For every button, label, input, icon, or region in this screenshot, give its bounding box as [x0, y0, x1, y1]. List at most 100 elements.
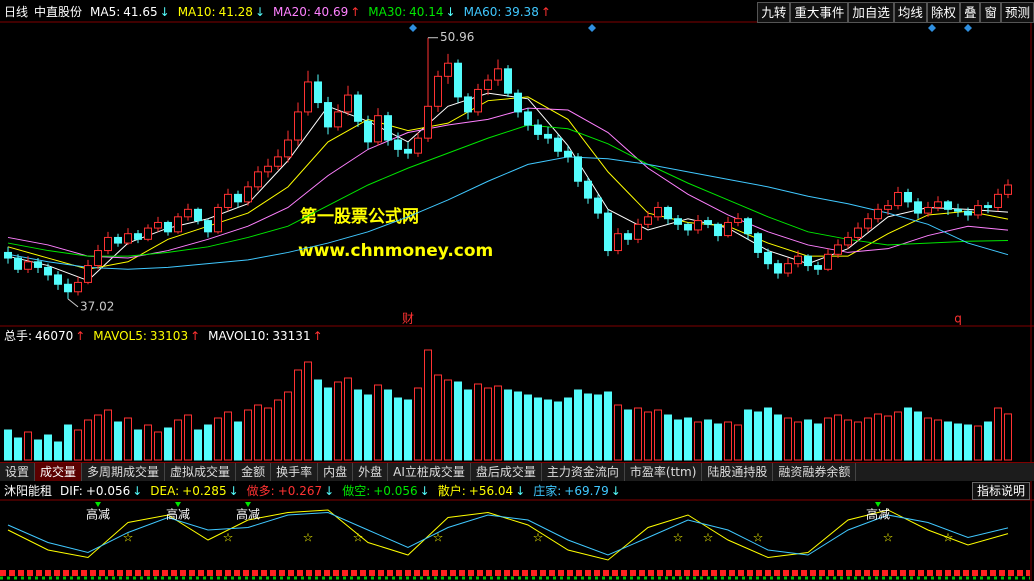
candle-body	[54, 274, 62, 285]
volume-bar	[884, 415, 892, 461]
volume-bar	[984, 421, 992, 461]
candle-body	[934, 201, 942, 208]
tab[interactable]: 设置	[0, 463, 36, 481]
toolbar-button[interactable]: 均线	[893, 2, 927, 23]
volume-bar	[864, 417, 872, 461]
toolbar-button[interactable]: 重大事件	[790, 2, 849, 23]
volume-bar	[94, 414, 102, 461]
candle-body	[924, 206, 932, 214]
toolbar-button[interactable]: 叠	[959, 2, 981, 23]
ma-line	[7, 124, 1009, 257]
volume-bar	[934, 419, 942, 461]
candle-body	[504, 68, 512, 94]
volume-bar	[204, 424, 212, 461]
volume-bar	[854, 421, 862, 461]
volume-bar	[4, 429, 12, 461]
volume-bar	[764, 407, 772, 461]
readout-value: 41.28	[219, 5, 253, 19]
watermark: 第一股票公式网	[300, 206, 419, 227]
candle-body	[344, 94, 352, 113]
star: ☆	[943, 531, 954, 545]
candle-body	[874, 208, 882, 220]
candle-body	[414, 137, 422, 154]
tab[interactable]: 虚拟成交量	[165, 463, 237, 481]
tab[interactable]: 主力资金流向	[542, 463, 625, 481]
volume-bar	[34, 439, 42, 461]
tab[interactable]: 外盘	[353, 463, 389, 481]
readout-row: 日线 中直股份 MA5: 41.65 ↓ MA10: 41.28 ↓ MA20: 40.69 ↑ MA…	[4, 4, 551, 19]
candle-body	[154, 221, 162, 229]
candle-body	[224, 193, 232, 208]
tab[interactable]: 成交量	[35, 463, 83, 481]
candle-body	[304, 81, 312, 113]
toolbar-button[interactable]: 加自选	[848, 2, 894, 23]
candle-body	[294, 111, 302, 141]
tab[interactable]: 多周期成交量	[82, 463, 166, 481]
candle-body	[64, 283, 72, 293]
candle-body	[904, 191, 912, 203]
candle-body	[374, 115, 382, 143]
candle-body	[714, 223, 722, 237]
readout-value: 33131	[272, 329, 310, 343]
toolbar-button[interactable]: 窗	[980, 2, 1001, 23]
tab[interactable]: 换手率	[271, 463, 319, 481]
tab[interactable]: 融资融券余额	[773, 463, 857, 481]
volume-bar	[64, 424, 72, 461]
candle-body	[544, 133, 552, 139]
volume-bar	[664, 414, 672, 461]
volume-bar	[514, 391, 522, 461]
volume-bar	[524, 394, 532, 461]
signal-label: 高减	[86, 507, 110, 522]
volume-bar	[564, 397, 572, 461]
candle-body	[944, 201, 952, 210]
tab[interactable]: 内盘	[318, 463, 354, 481]
volume-bar	[624, 409, 632, 461]
volume-bar	[274, 399, 282, 461]
volume-bar	[164, 427, 172, 461]
volume-bar	[14, 437, 22, 461]
volume-bar	[914, 411, 922, 461]
readout-arrow: ↓	[132, 484, 142, 498]
readout-label: MA5:	[90, 5, 120, 19]
tab[interactable]: AI立桩成交量	[388, 463, 471, 481]
volume-bar	[644, 411, 652, 461]
volume-bar	[474, 383, 482, 461]
star: ☆	[353, 531, 364, 545]
star: ☆	[303, 531, 314, 545]
volume-bar	[44, 434, 52, 461]
volume-bar	[24, 431, 32, 461]
volume-bar	[304, 361, 312, 461]
volume-bar	[284, 391, 292, 461]
tab[interactable]: 陆股通持股	[702, 463, 774, 481]
extreme-label: 37.02	[80, 299, 114, 313]
volume-bar	[504, 389, 512, 461]
help-button[interactable]: 指标说明	[971, 482, 1030, 500]
volume-bar	[774, 414, 782, 461]
tab[interactable]: 市盈率(ttm)	[625, 463, 703, 481]
candle-body	[274, 156, 282, 167]
signal-label: 高减	[166, 507, 190, 522]
tab[interactable]: 盘后成交量	[471, 463, 542, 481]
event-diamond	[964, 24, 972, 32]
volume-bar	[344, 377, 352, 461]
volume-bar	[634, 407, 642, 461]
candle-body	[864, 218, 872, 229]
candle-body	[454, 62, 462, 98]
tab[interactable]: 金额	[236, 463, 272, 481]
toolbar-button[interactable]: 九转	[757, 2, 791, 23]
event-label: q	[954, 312, 962, 326]
readout-label: DEA:	[150, 484, 179, 498]
toolbar-button[interactable]: 除权	[926, 2, 960, 23]
readout-row: 总手: 46070 ↑ MAVOL5: 33103 ↑ MAVOL10: 33131 ↑	[4, 329, 323, 343]
volume-bar	[754, 411, 762, 461]
candle-body	[734, 218, 742, 223]
candle-body	[84, 265, 92, 283]
toolbar-button[interactable]: 预测	[1000, 2, 1034, 23]
candle-body	[324, 102, 332, 128]
candle-body	[534, 124, 542, 135]
candle-body	[464, 96, 472, 113]
signal-label: 高减	[866, 507, 890, 522]
volume-bar	[824, 417, 832, 461]
candle-body	[614, 233, 622, 252]
readout-value: +0.056	[86, 484, 130, 498]
